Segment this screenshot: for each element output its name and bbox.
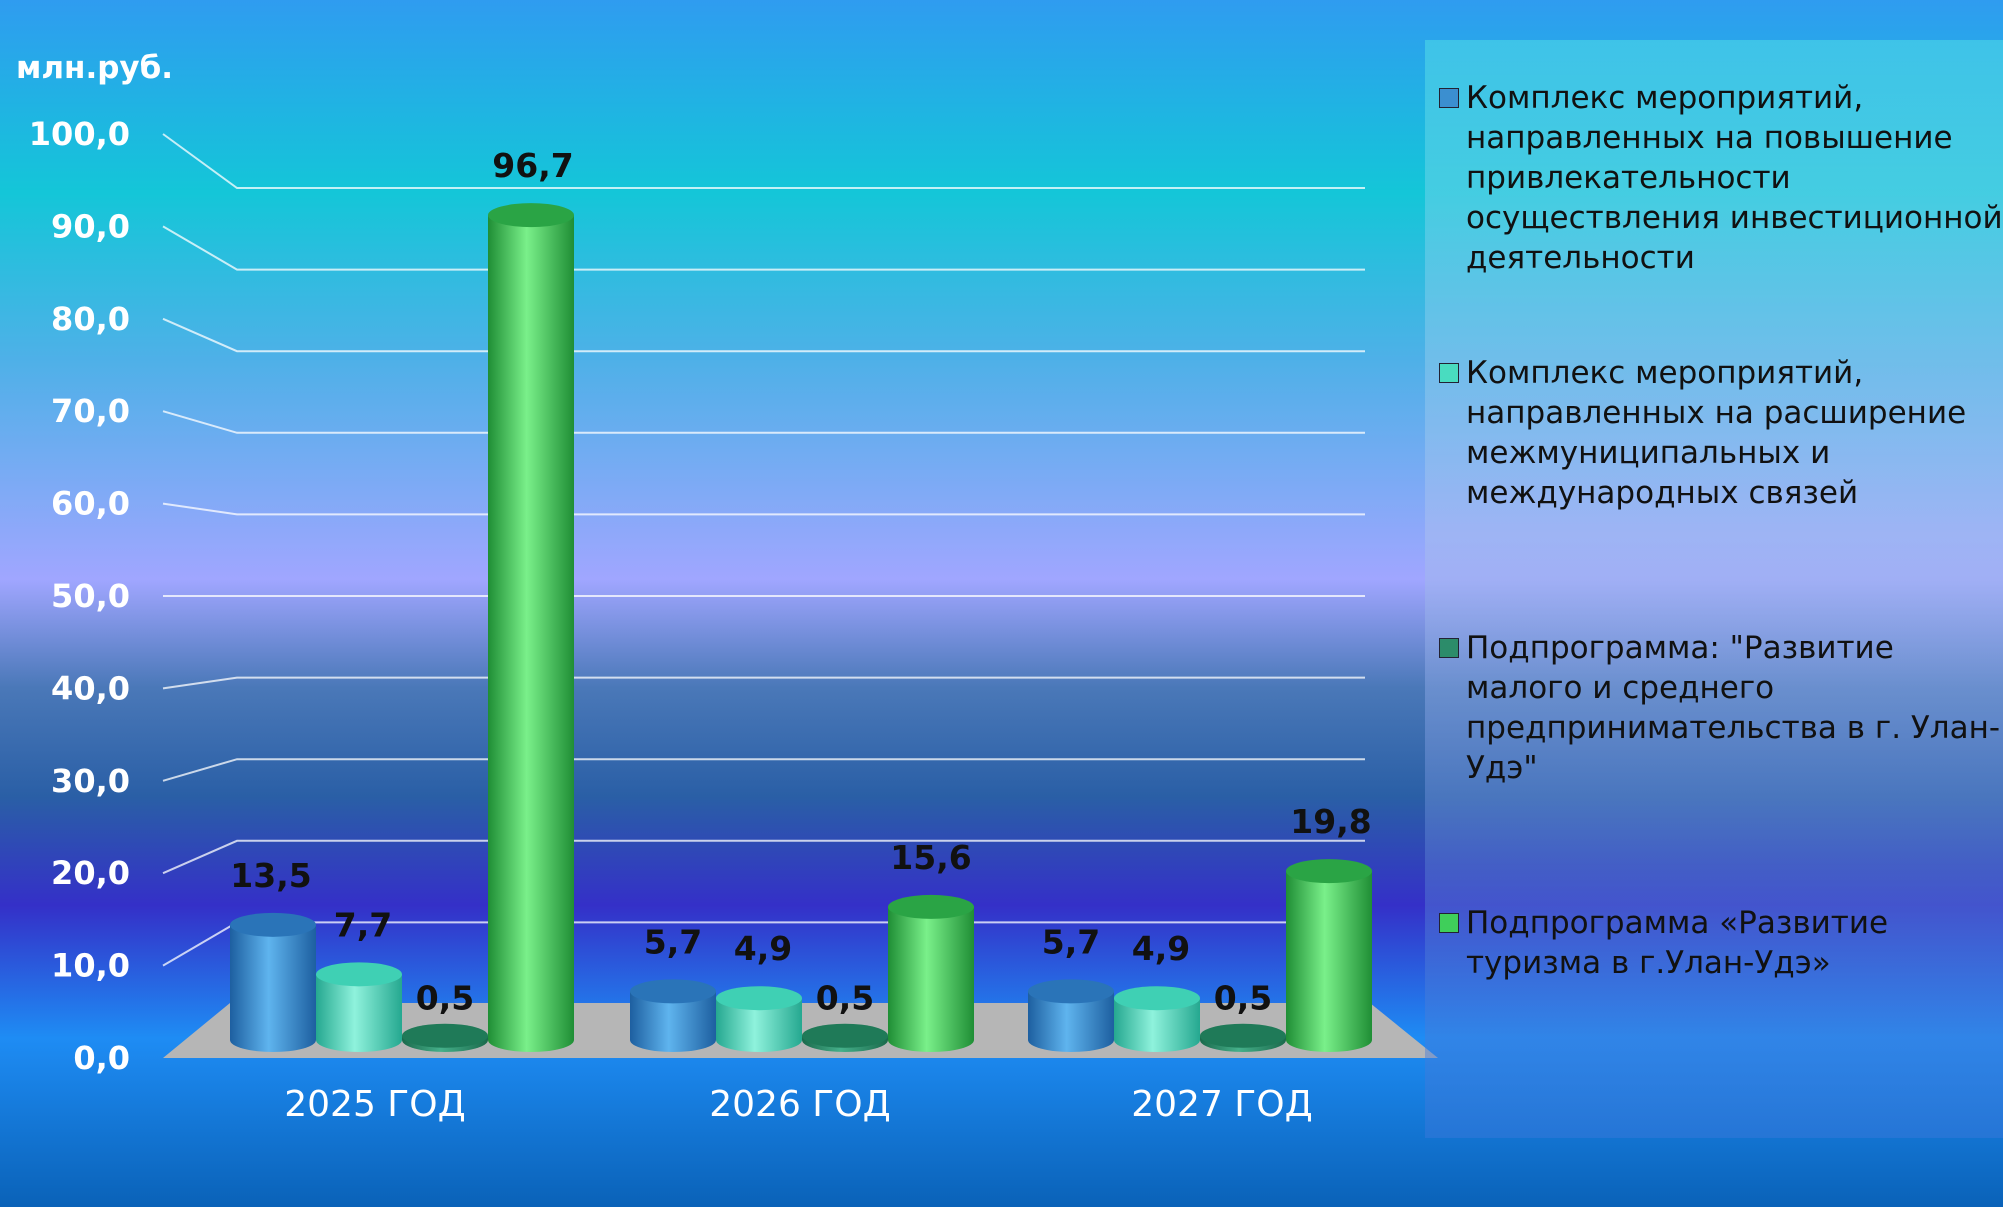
gridline (162, 502, 1365, 516)
bar (630, 979, 716, 1052)
bar (888, 894, 974, 1052)
bar-body (1286, 871, 1372, 1052)
data-label: 0,5 (1214, 979, 1272, 1018)
legend-label: Подпрограмма: "Развитие малого и среднег… (1466, 630, 2001, 786)
x-tick-label: 2026 ГОД (709, 1084, 890, 1125)
data-label: 5,7 (644, 922, 702, 961)
grid-layer (162, 133, 1365, 967)
x-tick-label: 2027 ГОД (1131, 1084, 1312, 1125)
y-tick-label: 90,0 (51, 207, 130, 245)
bar-body (230, 924, 316, 1052)
x-tick-layer: 2025 ГОД 2026 ГОД 2027 ГОД (284, 1084, 1312, 1125)
y-tick-label: 0,0 (73, 1039, 130, 1077)
gridline (162, 225, 1365, 271)
bar-top (802, 1023, 888, 1048)
bar-top (716, 986, 802, 1011)
bar-top (1200, 1023, 1286, 1048)
bar-top (630, 979, 716, 1004)
bar-body (1114, 998, 1200, 1052)
legend-swatch-icon (1439, 638, 1459, 658)
y-tick-label: 30,0 (51, 762, 130, 800)
y-tick-label: 50,0 (51, 577, 130, 615)
bar-top (402, 1023, 488, 1048)
bar (1286, 859, 1372, 1052)
y-tick-label: 40,0 (51, 669, 130, 707)
y-tick-label: 100,0 (29, 115, 130, 153)
bar-top (888, 894, 974, 919)
bar (1114, 986, 1200, 1052)
bar-layer (230, 203, 1372, 1053)
bar (1200, 1023, 1286, 1052)
data-label: 0,5 (416, 979, 474, 1018)
bar (488, 203, 574, 1053)
y-tick-label: 10,0 (51, 947, 130, 985)
data-label: 13,5 (230, 856, 311, 895)
bar-body (488, 215, 574, 1053)
data-label: 4,9 (1132, 929, 1190, 968)
y-axis-unit-label: млн.руб. (16, 50, 174, 86)
bar (316, 962, 402, 1052)
bar-body (888, 906, 974, 1052)
gridline (162, 133, 1365, 189)
bar (802, 1023, 888, 1052)
gridline (162, 676, 1365, 690)
data-label: 19,8 (1290, 802, 1371, 841)
y-tick-label: 70,0 (51, 392, 130, 430)
bar (1028, 979, 1114, 1052)
data-label: 0,5 (816, 979, 874, 1018)
bar-body (716, 998, 802, 1052)
y-tick-layer: 0,0 10,0 20,0 30,0 40,0 50,0 60,0 70,0 80,0 90,0 1… (29, 115, 130, 1077)
bar-top (1286, 859, 1372, 884)
bar (716, 986, 802, 1052)
y-tick-label: 80,0 (51, 300, 130, 338)
gridline (162, 317, 1365, 353)
gridline (162, 410, 1365, 434)
value-label-layer: 13,5 7,7 0,5 96,7 5,7 4,9 0,5 15,6 5,7 4,9 0,5 19,8 (230, 146, 1371, 1018)
y-tick-label: 20,0 (51, 854, 130, 892)
bar-body (316, 974, 402, 1052)
data-label: 4,9 (734, 929, 792, 968)
bar-top (1028, 979, 1114, 1004)
bar (230, 912, 316, 1052)
bar-body (630, 991, 716, 1052)
y-tick-label: 60,0 (51, 485, 130, 523)
bar (402, 1023, 488, 1052)
bar-body (1028, 991, 1114, 1052)
data-label: 7,7 (334, 905, 392, 944)
bar-top (316, 962, 402, 987)
data-label: 15,6 (890, 838, 971, 877)
legend-label: Комплекс мероприятий, направленных на ра… (1466, 355, 1967, 511)
legend-swatch-icon (1439, 88, 1459, 108)
legend-swatch-icon (1439, 363, 1459, 383)
data-label: 96,7 (492, 146, 573, 185)
legend-label: Комплекс мероприятий, направленных на по… (1466, 80, 2003, 276)
chart-legend: Комплекс мероприятий, направленных на по… (1425, 40, 2003, 1138)
legend-label: Подпрограмма «Развитие туризма в г.Улан-… (1466, 905, 1889, 981)
data-label: 5,7 (1042, 922, 1100, 961)
bar-top (1114, 986, 1200, 1011)
gridline (162, 758, 1365, 782)
legend-swatch-icon (1439, 913, 1459, 933)
gridline (162, 839, 1365, 875)
bar-top (230, 912, 316, 937)
bar-top (488, 203, 574, 228)
x-tick-label: 2025 ГОД (284, 1084, 465, 1125)
